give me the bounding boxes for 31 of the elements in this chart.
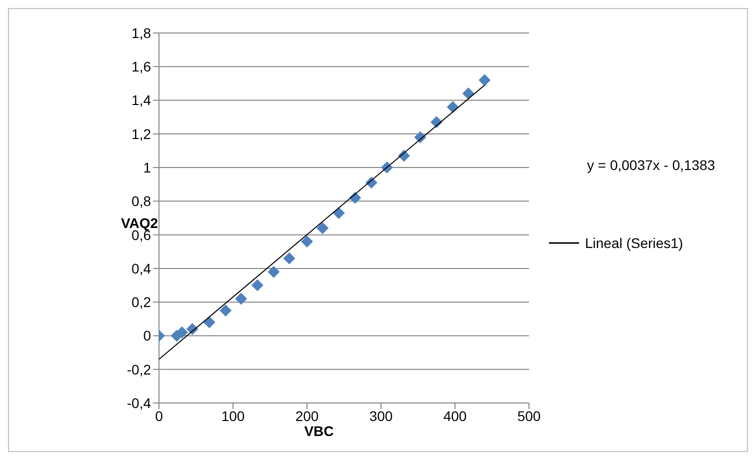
- y-tick-label: 1,8: [132, 24, 152, 41]
- point: [220, 304, 232, 316]
- x-tick-label: 400: [443, 408, 467, 424]
- y-tick-label: -0,4: [126, 394, 152, 411]
- legend-label: Lineal (Series1): [585, 235, 684, 251]
- point: [301, 236, 313, 248]
- point: [235, 292, 248, 305]
- y-tick-label: 0,4: [132, 260, 152, 276]
- y-tick-label: 1,2: [132, 126, 152, 142]
- x-tick-label: 100: [221, 408, 245, 424]
- x-axis-title: VBC: [303, 423, 335, 439]
- point: [203, 316, 216, 328]
- y-tick-label: 1: [143, 160, 152, 176]
- y-tick-label: 0,2: [132, 294, 152, 310]
- y-tick-label: 0,8: [132, 193, 152, 210]
- y-tick-label: 0: [143, 328, 152, 344]
- point: [316, 222, 329, 234]
- point: [283, 252, 296, 264]
- x-tick-label: 0: [155, 408, 164, 424]
- x-tick-label: 200: [295, 408, 319, 424]
- point: [462, 88, 474, 100]
- x-tick-label: 300: [369, 408, 393, 424]
- y-tick-label: 1,6: [132, 58, 152, 75]
- point: [478, 74, 491, 86]
- x-tick-label: 500: [517, 408, 541, 424]
- point: [251, 279, 264, 292]
- y-tick-label: -0,2: [126, 361, 152, 378]
- point: [332, 206, 345, 219]
- point: [268, 266, 280, 278]
- y-tick-label: 1,4: [132, 92, 152, 108]
- text: y = 0,0037x - 0,1383: [587, 157, 716, 173]
